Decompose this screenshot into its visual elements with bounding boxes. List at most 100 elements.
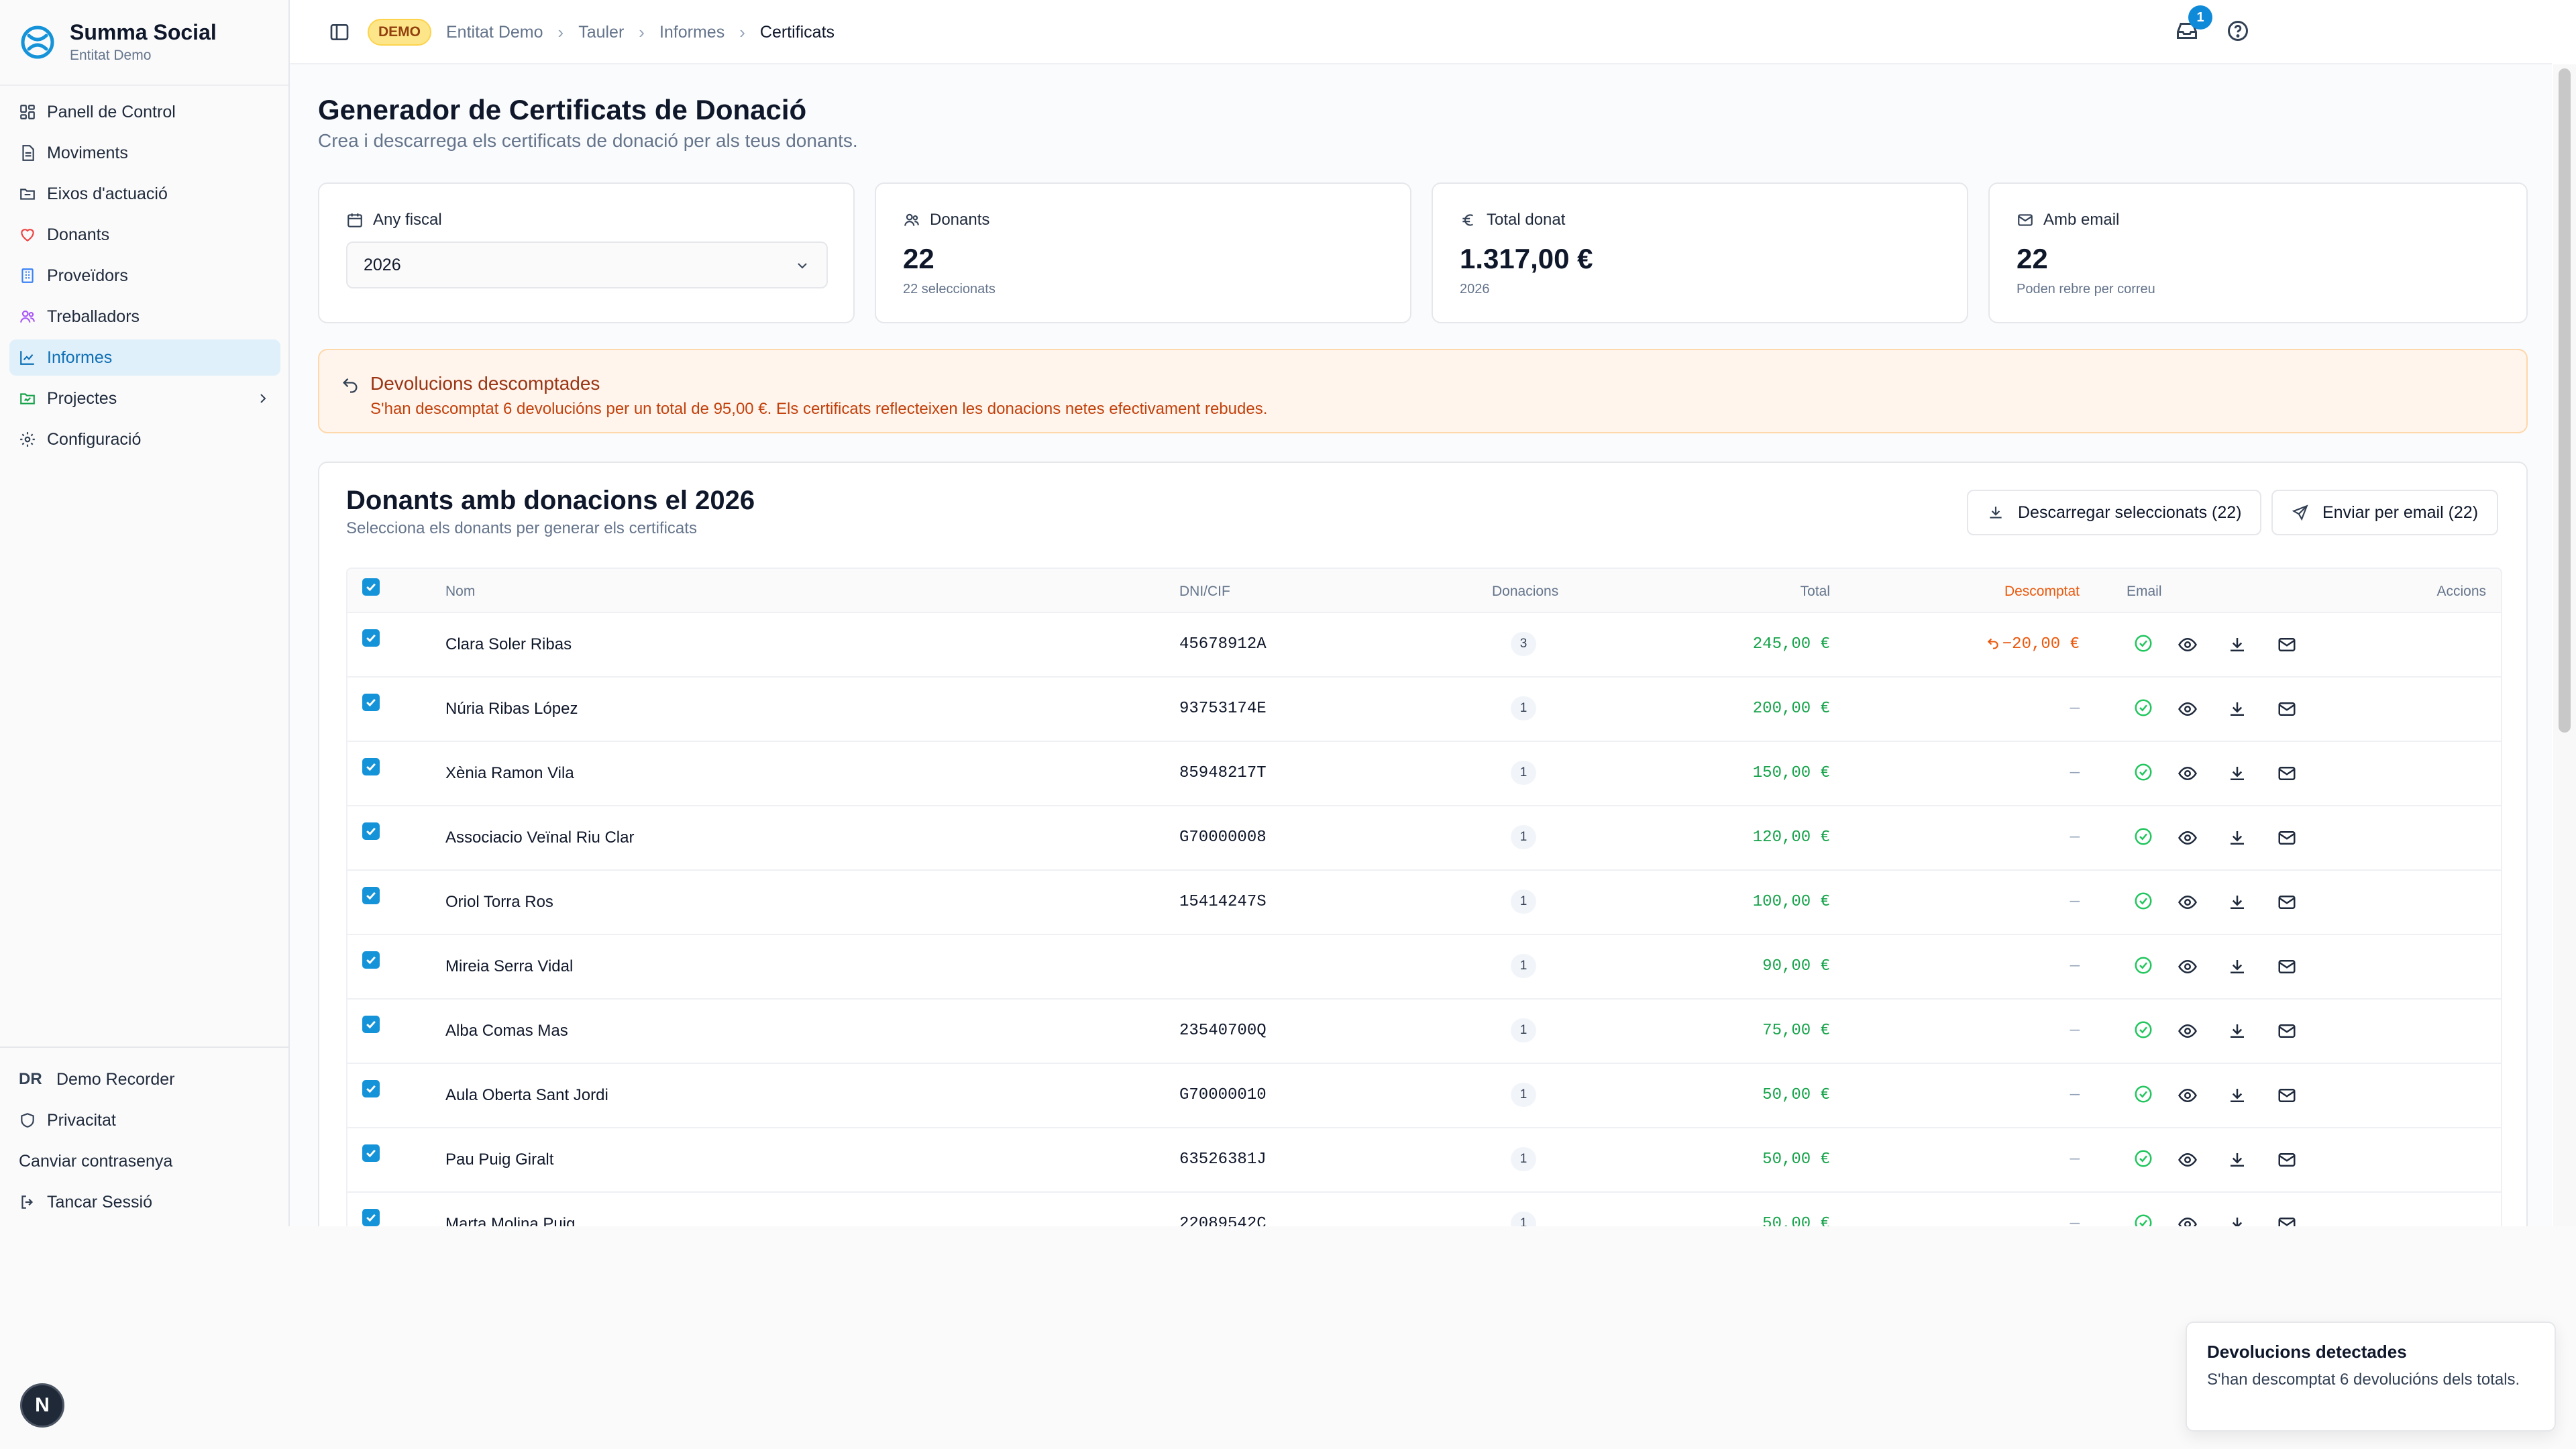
eye-icon[interactable]	[2178, 957, 2198, 977]
donor-total: 90,00 €	[1762, 957, 1830, 975]
mail-icon[interactable]	[2277, 957, 2297, 977]
table-header: Nom DNI/CIF Donacions Total Descomptat E…	[346, 568, 2502, 613]
donor-discount: —	[2070, 828, 2080, 847]
table-row[interactable]: Aula Oberta Sant Jordi G70000010 1 50,00 € —	[346, 1064, 2502, 1128]
download-icon[interactable]	[2227, 699, 2247, 719]
download-icon[interactable]	[2227, 828, 2247, 848]
send-icon	[2292, 504, 2308, 521]
download-icon[interactable]	[2227, 1085, 2247, 1106]
sidebar-item-moviments[interactable]: Moviments	[9, 135, 280, 171]
table-row[interactable]: Oriol Torra Ros 15414247S 1 100,00 € —	[346, 871, 2502, 935]
sidebar-item-configuracio[interactable]: Configuració	[9, 421, 280, 458]
eye-icon[interactable]	[2178, 1021, 2198, 1041]
table-row[interactable]: Alba Comas Mas 23540700Q 1 75,00 € —	[346, 1000, 2502, 1064]
download-selected-button[interactable]: Descarregar seleccionats (22)	[1967, 490, 2262, 535]
mail-icon[interactable]	[2277, 1214, 2297, 1226]
mail-icon[interactable]	[2277, 635, 2297, 655]
fiscal-year-select[interactable]: 2026	[346, 241, 828, 288]
row-checkbox[interactable]	[362, 951, 380, 969]
download-icon[interactable]	[2227, 763, 2247, 784]
mail-icon[interactable]	[2277, 1085, 2297, 1106]
row-checkbox[interactable]	[362, 1209, 380, 1226]
select-all-checkbox[interactable]	[362, 578, 380, 596]
stat-label-text: Donants	[930, 211, 990, 229]
mail-icon[interactable]	[2277, 1150, 2297, 1170]
discount-value: —	[2070, 1215, 2080, 1226]
row-checkbox[interactable]	[362, 887, 380, 904]
send-email-button[interactable]: Enviar per email (22)	[2271, 490, 2499, 535]
table-row[interactable]: Pau Puig Giralt 63526381J 1 50,00 € —	[346, 1128, 2502, 1193]
sidebar-toggle-icon[interactable]	[329, 21, 350, 43]
row-checkbox[interactable]	[362, 1144, 380, 1162]
donor-name: Aula Oberta Sant Jordi	[445, 1086, 608, 1104]
sidebar-item-eixos[interactable]: Eixos d'actuació	[9, 176, 280, 212]
row-checkbox[interactable]	[362, 822, 380, 840]
mail-icon[interactable]	[2277, 699, 2297, 719]
table-row[interactable]: Xènia Ramon Vila 85948217T 1 150,00 € —	[346, 742, 2502, 806]
column-header[interactable]: Descomptat	[2004, 584, 2080, 599]
download-icon[interactable]	[2227, 892, 2247, 912]
table-row[interactable]: Mireia Serra Vidal 1 90,00 € —	[346, 935, 2502, 1000]
download-icon[interactable]	[2227, 1150, 2247, 1170]
donor-discount: —	[2070, 1086, 2080, 1104]
eye-icon[interactable]	[2178, 635, 2198, 655]
donation-count: 1	[1511, 1083, 1536, 1107]
donor-dni: 63526381J	[1179, 1150, 1267, 1169]
column-header[interactable]: Total	[1800, 584, 1830, 599]
column-header[interactable]: Email	[2127, 584, 2162, 599]
download-icon[interactable]	[2227, 1214, 2247, 1226]
scrollbar[interactable]	[2553, 64, 2576, 1226]
sidebar-item-proveidors[interactable]: Proveïdors	[9, 258, 280, 294]
mail-icon[interactable]	[2277, 828, 2297, 848]
table-row[interactable]: Associacio Veïnal Riu Clar G70000008 1 120,…	[346, 806, 2502, 871]
download-icon[interactable]	[2227, 957, 2247, 977]
row-checkbox[interactable]	[362, 694, 380, 711]
mail-icon[interactable]	[2277, 763, 2297, 784]
logout-button[interactable]: Tancar Sessió	[9, 1184, 280, 1220]
dev-tools-badge[interactable]: N	[20, 1383, 64, 1428]
column-header[interactable]: Nom	[445, 584, 476, 599]
download-icon[interactable]	[2227, 635, 2247, 655]
eye-icon[interactable]	[2178, 1214, 2198, 1226]
scrollbar-thumb[interactable]	[2559, 68, 2571, 733]
privacy-link[interactable]: Privacitat	[9, 1102, 280, 1138]
column-header[interactable]: Donacions	[1492, 584, 1559, 599]
eye-icon[interactable]	[2178, 1085, 2198, 1106]
donor-dni: 45678912A	[1179, 635, 1267, 653]
table-row[interactable]: Clara Soler Ribas 45678912A 3 245,00 € −20,0…	[346, 613, 2502, 678]
breadcrumb-item[interactable]: Tauler	[578, 22, 625, 42]
row-checkbox[interactable]	[362, 1016, 380, 1033]
row-checkbox[interactable]	[362, 758, 380, 775]
check-icon	[366, 1020, 376, 1029]
mail-icon[interactable]	[2277, 892, 2297, 912]
donation-count: 1	[1511, 696, 1536, 720]
sidebar-item-treballadors[interactable]: Treballadors	[9, 299, 280, 335]
download-icon[interactable]	[2227, 1021, 2247, 1041]
eye-icon[interactable]	[2178, 892, 2198, 912]
table-row[interactable]: Núria Ribas López 93753174E 1 200,00 € —	[346, 678, 2502, 742]
donor-dni: G70000008	[1179, 828, 1267, 847]
sidebar-item-informes[interactable]: Informes	[9, 339, 280, 376]
mail-icon[interactable]	[2277, 1021, 2297, 1041]
eye-icon[interactable]	[2178, 763, 2198, 784]
user-profile[interactable]: DR Demo Recorder	[9, 1061, 280, 1097]
column-header[interactable]: DNI/CIF	[1179, 584, 1230, 599]
row-checkbox[interactable]	[362, 629, 380, 647]
help-icon[interactable]	[2226, 19, 2250, 43]
eye-icon[interactable]	[2178, 1150, 2198, 1170]
change-password-link[interactable]: Canviar contrasenya	[9, 1143, 280, 1179]
brand[interactable]: Summa Social Entitat Demo	[19, 20, 217, 64]
eye-icon[interactable]	[2178, 828, 2198, 848]
breadcrumb-item[interactable]: Entitat Demo	[446, 22, 543, 42]
table-row[interactable]: Marta Molina Puig 22089542C 1 50,00 € —	[346, 1193, 2502, 1226]
donor-dni: 15414247S	[1179, 893, 1267, 911]
inbox-icon[interactable]	[2175, 19, 2199, 43]
sidebar-item-donants[interactable]: Donants	[9, 217, 280, 253]
change-password-label: Canviar contrasenya	[19, 1151, 173, 1171]
eye-icon[interactable]	[2178, 699, 2198, 719]
sidebar-item-panell[interactable]: Panell de Control	[9, 94, 280, 130]
row-checkbox[interactable]	[362, 1080, 380, 1097]
breadcrumb-item[interactable]: Informes	[659, 22, 725, 42]
sidebar-item-projectes[interactable]: Projectes	[9, 380, 280, 417]
stat-sub: 2026	[1460, 282, 1490, 297]
